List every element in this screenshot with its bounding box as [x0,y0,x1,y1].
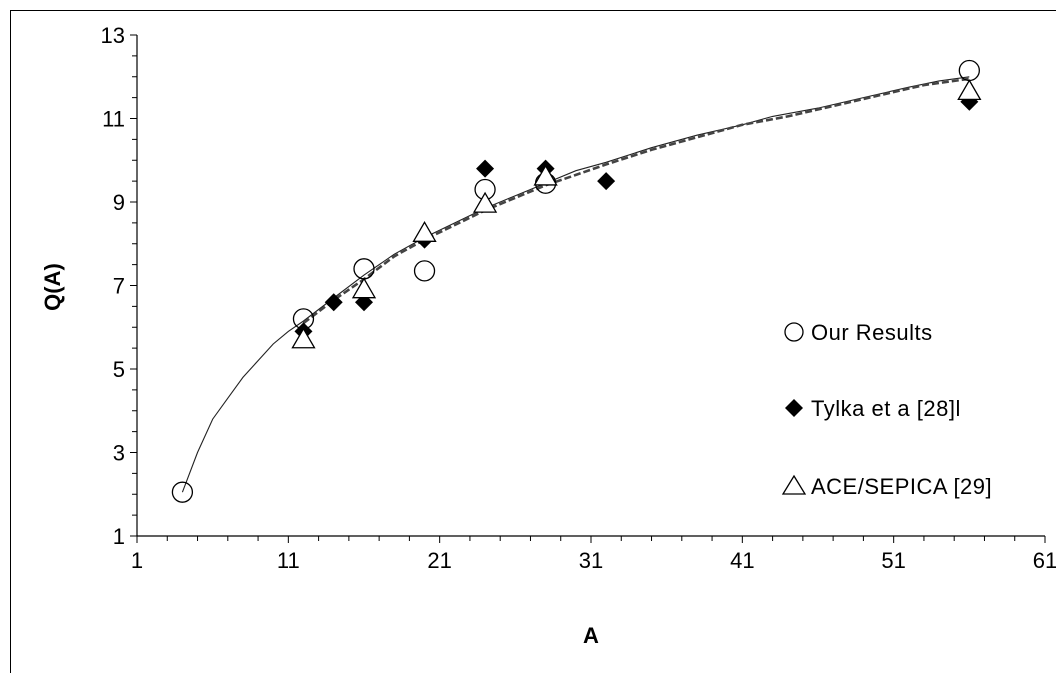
fit-lines [181,76,970,493]
open-triangle-point [351,277,377,299]
legend-filled-diamond-marker [785,399,803,417]
y-tick-label: 7 [113,274,125,299]
legend: Our Results Tylka et a [28]l ACE/SEPICA … [781,320,992,499]
x-tick-label: 1 [131,548,143,573]
legend-open-circle-marker [784,322,804,342]
filled-diamond-point [597,172,616,191]
x-tick-label: 11 [277,548,300,573]
y-axis-ticks [130,34,137,537]
open-circle-point [413,260,436,282]
y-tick-label: 5 [113,357,125,382]
open-circle-point [353,258,375,280]
x-axis-tick-labels: 1 11 21 31 41 51 61 [131,548,1056,573]
legend-item-tylka: Tylka et a [28]l [785,396,961,421]
open-triangle-point [412,221,437,242]
legend-label-our-results: Our Results [811,320,933,345]
open-triangle-point [291,327,316,349]
legend-label-tylka: Tylka et a [28]l [811,396,961,421]
open-triangle-point [957,79,982,101]
open-circle-point [958,59,980,82]
legend-item-ace-sepica: ACE/SEPICA [29] [781,474,992,499]
y-tick-label: 13 [101,23,125,48]
x-axis-title: A [583,623,599,648]
axes [136,35,1045,537]
y-tick-label: 3 [113,441,125,466]
y-axis-title: Q(A) [40,263,65,311]
chart-frame [10,10,1056,673]
open-triangle-point [533,164,558,186]
solid-fit-line [181,76,970,493]
legend-label-ace-sepica: ACE/SEPICA [29] [811,474,992,499]
x-axis-ticks [136,536,1046,543]
data-markers [171,59,982,503]
y-tick-label: 11 [102,107,125,132]
x-tick-label: 21 [427,548,451,573]
y-tick-label: 1 [113,524,125,549]
y-tick-label: 9 [113,190,125,215]
open-triangle-point [472,191,498,213]
open-circle-point [171,481,194,503]
filled-diamond-point [324,293,343,312]
x-tick-label: 51 [881,548,905,573]
x-tick-label: 61 [1033,548,1056,573]
x-tick-label: 31 [579,548,603,573]
dashed-fit-line [302,77,970,325]
filled-diamond-point [476,159,495,178]
legend-item-our-results: Our Results [784,320,933,345]
x-tick-label: 41 [730,548,754,573]
legend-open-triangle-marker [781,474,807,495]
